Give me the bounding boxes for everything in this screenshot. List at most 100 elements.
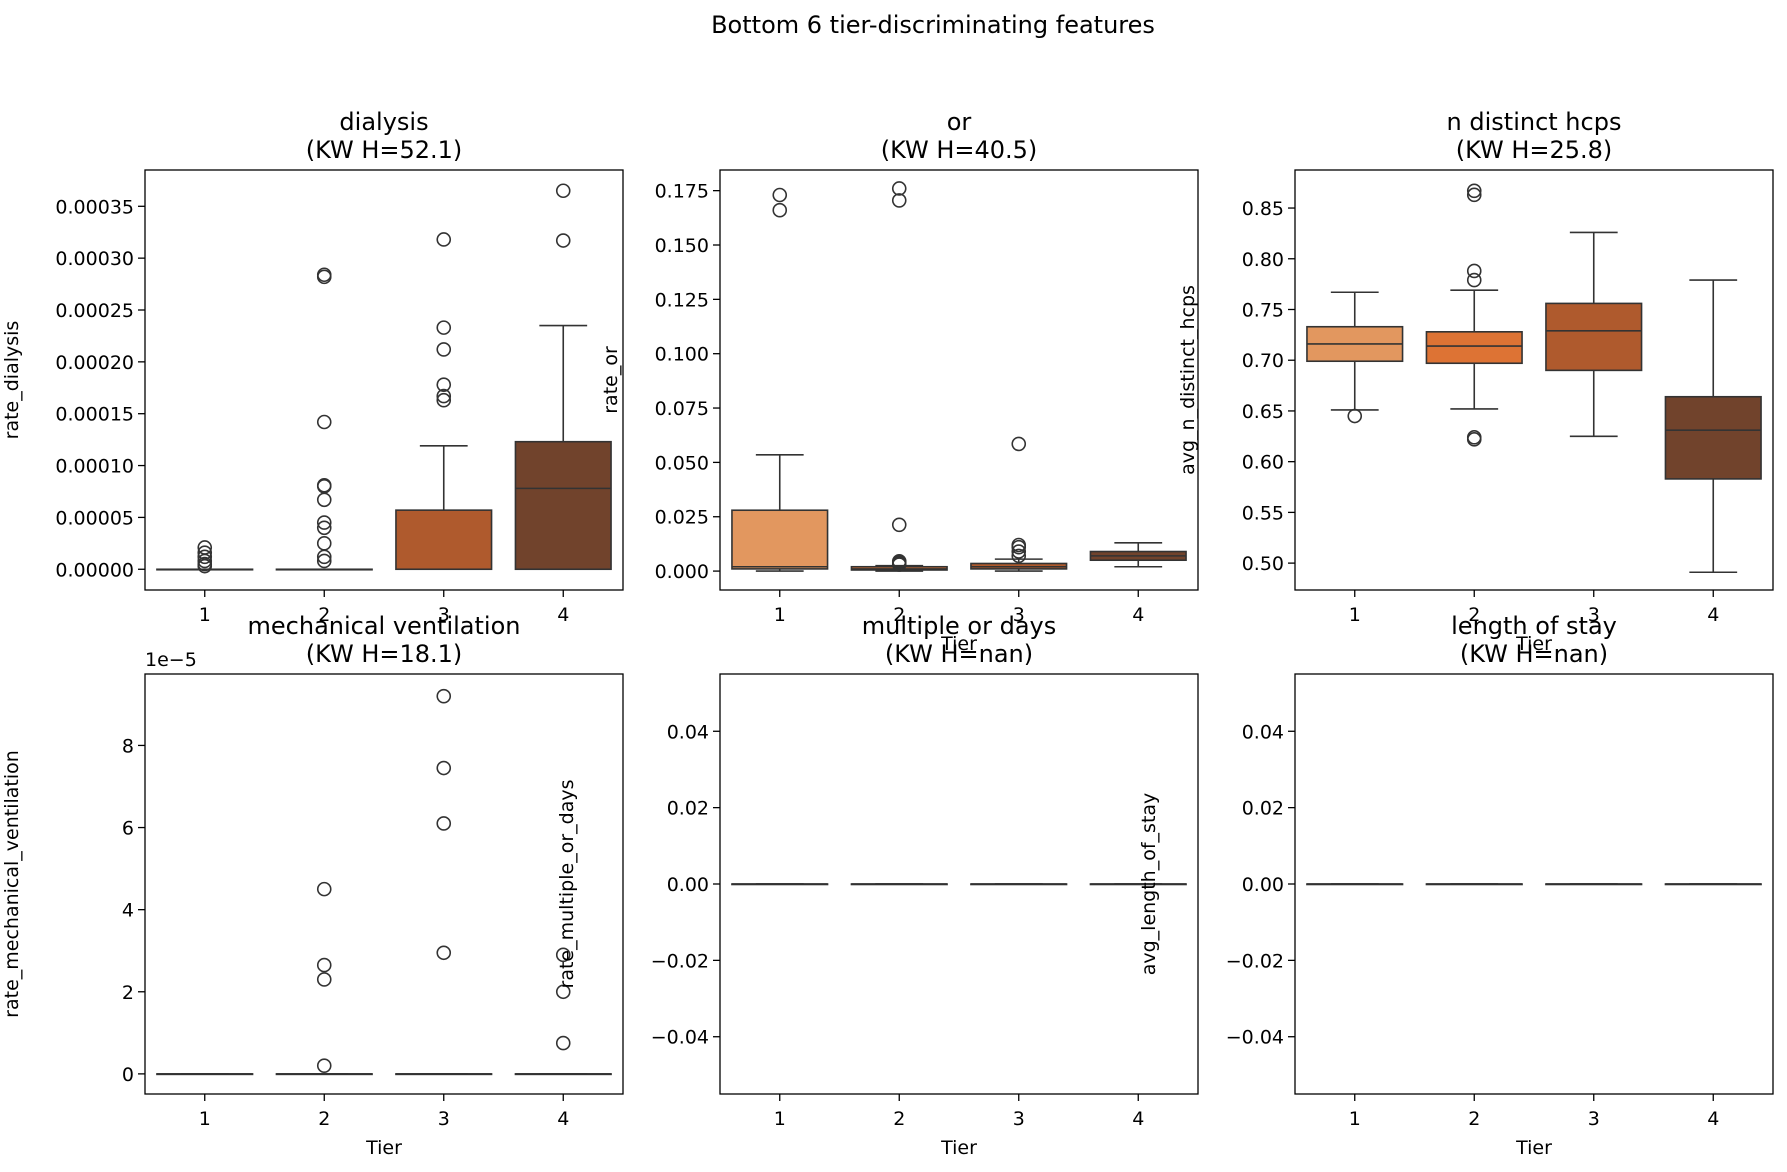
y-offset-label: 1e−5 xyxy=(145,649,197,671)
x-tick-label: 3 xyxy=(1013,604,1025,626)
figure-title: Bottom 6 tier-discriminating features xyxy=(711,11,1155,39)
axes-frame xyxy=(1294,169,1774,591)
box-tier-3 xyxy=(395,232,493,571)
y-tick-label: 0.00025 xyxy=(55,300,134,322)
y-tick-label: 0.00000 xyxy=(55,559,134,581)
y-tick-label: 0.55 xyxy=(1242,502,1284,524)
y-tick-label: −0.04 xyxy=(651,1027,709,1049)
outlier-point xyxy=(436,816,452,831)
panel-title: n distinct hcps (KW H=25.8) xyxy=(1447,108,1622,164)
chart-panel: mechanical ventilation (KW H=18.1) 0 2 4 6 8 1 2… xyxy=(1,612,624,1159)
x-tick-label: 4 xyxy=(1132,1108,1144,1130)
outlier-point xyxy=(555,233,571,248)
axes-frame xyxy=(719,169,1199,591)
outlier-point xyxy=(197,549,213,565)
box-body xyxy=(1664,395,1762,480)
panels: dialysis (KW H=52.1)0.000000.000050.00010… xyxy=(1,108,1774,1159)
outlier-point xyxy=(316,414,332,430)
box-tier-3 xyxy=(395,688,493,1076)
y-tick-label: 0 xyxy=(122,1064,134,1086)
x-tick-label: 3 xyxy=(1588,604,1600,626)
outlier-point xyxy=(1347,408,1363,424)
y-axis-label: rate_dialysis xyxy=(1,321,23,440)
outlier-point xyxy=(316,972,332,987)
box-tier-1 xyxy=(731,883,829,886)
chart-panel: dialysis (KW H=52.1) 0.00000 0.00005 0.00010… xyxy=(1,108,624,626)
panel-title-line: n distinct hcps xyxy=(1447,108,1622,136)
x-tick-label: 4 xyxy=(1707,604,1719,626)
x-tick-label: 1 xyxy=(1349,1108,1361,1130)
box-tier-2 xyxy=(850,181,948,572)
outlier-point xyxy=(197,540,213,555)
outlier-point xyxy=(316,553,332,569)
y-tick-label: 0.02 xyxy=(1242,798,1284,820)
x-tick-label: 2 xyxy=(893,1108,905,1130)
y-tick-label: 0.00030 xyxy=(55,248,134,270)
outlier-point xyxy=(891,554,907,569)
box-tier-2 xyxy=(1425,183,1523,447)
x-tick-label: 3 xyxy=(1013,1108,1025,1130)
y-tick-label: 0.70 xyxy=(1242,350,1284,372)
axes-frame xyxy=(144,169,624,591)
outlier-point xyxy=(316,881,332,897)
outlier-point xyxy=(436,388,452,404)
x-tick-label: 4 xyxy=(557,604,569,626)
box-tier-4 xyxy=(514,947,612,1076)
box-tier-3 xyxy=(1545,231,1643,438)
y-tick-label: 8 xyxy=(122,735,134,757)
chart-panel: or (KW H=40.5) 0.000 0.025 0.050 0.075 0.100 0.… xyxy=(600,108,1199,655)
box-tier-1 xyxy=(1306,883,1404,886)
y-tick-label: −0.04 xyxy=(1226,1027,1284,1049)
panel-title: dialysis (KW H=52.1) xyxy=(306,108,463,164)
x-axis-label: Tier xyxy=(365,1137,402,1159)
panel-title: or (KW H=40.5) xyxy=(881,108,1038,164)
outlier-point xyxy=(197,545,213,560)
x-axis-label: Tier xyxy=(1515,1137,1552,1159)
x-tick-label: 1 xyxy=(774,1108,786,1130)
y-tick-label: 0.00035 xyxy=(55,196,134,218)
box-tier-1 xyxy=(156,540,254,574)
y-tick-label: 0.100 xyxy=(655,344,709,366)
y-tick-label: 0.050 xyxy=(655,452,709,474)
chart-panel: length of stay (KW H=nan) −0.04 −0.02 0.00 0.… xyxy=(1138,612,1774,1159)
outlier-point xyxy=(1466,430,1482,445)
y-tick-label: 0.175 xyxy=(655,181,709,203)
x-tick-label: 1 xyxy=(199,1108,211,1130)
y-tick-label: 6 xyxy=(122,818,134,840)
outlier-point xyxy=(555,183,571,199)
outlier-point xyxy=(772,187,788,203)
panel-title-line: (KW H=52.1) xyxy=(306,136,463,164)
panel-title-line: (KW H=18.1) xyxy=(306,640,463,668)
y-tick-label: 0.000 xyxy=(655,561,709,583)
outlier-point xyxy=(436,392,452,408)
outlier-point xyxy=(316,515,332,530)
outlier-point xyxy=(316,536,332,551)
box-body xyxy=(1545,302,1643,372)
outlier-point xyxy=(436,760,452,776)
y-tick-label: −0.02 xyxy=(1226,950,1284,972)
x-tick-label: 4 xyxy=(557,1108,569,1130)
y-tick-label: 0.125 xyxy=(655,289,709,311)
panel-title-line: (KW H=nan) xyxy=(1460,640,1608,668)
outlier-point xyxy=(555,947,571,963)
box-tier-4 xyxy=(1089,542,1187,568)
outlier-point xyxy=(1011,537,1027,553)
panel-title-line: mechanical ventilation xyxy=(248,612,521,640)
box-tier-1 xyxy=(156,1073,254,1076)
y-tick-label: 0.02 xyxy=(667,798,709,820)
outlier-point xyxy=(891,517,907,533)
x-tick-label: 4 xyxy=(1707,1108,1719,1130)
outlier-point xyxy=(1011,544,1027,559)
chart-panel: n distinct hcps (KW H=25.8) 0.50 0.55 0.60 0.… xyxy=(1177,108,1774,655)
y-tick-label: 0.00 xyxy=(667,874,709,896)
axes-frame xyxy=(144,673,624,1095)
y-tick-label: 0.00010 xyxy=(55,456,134,478)
box-tier-4 xyxy=(1089,883,1187,886)
x-axis-label: Tier xyxy=(1515,633,1552,655)
y-tick-label: 0.85 xyxy=(1242,198,1284,220)
y-tick-label: 0.00005 xyxy=(55,507,134,529)
y-tick-label: 4 xyxy=(122,900,134,922)
box-tier-3 xyxy=(970,883,1068,886)
outlier-point xyxy=(316,1058,332,1073)
